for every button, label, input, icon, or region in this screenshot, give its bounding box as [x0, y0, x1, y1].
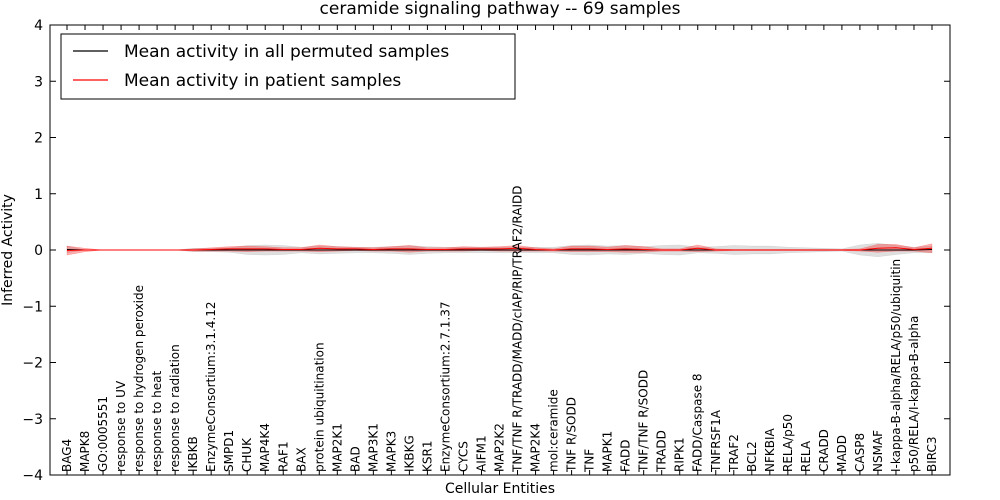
x-tick-label: MAPK8 [78, 431, 92, 472]
x-tick-label: CHUK [240, 437, 254, 472]
legend: Mean activity in all permuted samples Me… [60, 33, 516, 100]
x-tick-label: response to UV [114, 380, 128, 472]
x-tick-label: I-kappa-B-alpha/RELA/p50/ubiquitin [889, 259, 903, 472]
x-tick-label: TRADD [655, 430, 669, 473]
x-axis-label: Cellular Entities [445, 481, 555, 497]
chart-title: ceramide signaling pathway -- 69 samples [320, 0, 681, 19]
x-tick-label: RAF1 [276, 441, 290, 472]
series-line-patient [66, 247, 933, 252]
x-tick-label: response to heat [150, 370, 164, 472]
x-tick-label: MAP2K4 [529, 423, 543, 472]
x-tick-label: BAX [294, 447, 308, 472]
y-tick-label: 3 [34, 74, 43, 90]
x-tick-label: FADD/Caspase 8 [691, 373, 705, 472]
y-tick-label: −1 [22, 299, 43, 315]
x-tick-label: KSR1 [420, 441, 434, 472]
x-tick-label: NSMAF [871, 430, 885, 472]
x-axis: BAG4 MAPK8 GO:0005551 response to UV respons… [60, 25, 939, 475]
x-tick-label: BAD [348, 446, 362, 472]
legend-label-permuted: Mean activity in all permuted samples [124, 42, 449, 62]
x-tick-label: CRADD [817, 429, 831, 472]
x-tick-label: SMPD1 [222, 430, 236, 472]
lines-layer [66, 247, 933, 252]
x-tick-label: RELA/p50 [781, 414, 795, 472]
x-tick-label: p50/RELA/I-kappa-B-alpha [907, 316, 921, 472]
x-tick-label: RELA [799, 440, 813, 472]
x-tick-label: TNF R/SODD [565, 397, 579, 473]
x-tick-label: RIPK1 [673, 437, 687, 472]
x-tick-label: mol:ceramide [547, 389, 561, 472]
x-tick-label: MAP3K1 [366, 423, 380, 472]
x-tick-label: CYCS [456, 441, 470, 472]
x-tick-label: GO:0005551 [96, 396, 110, 472]
x-tick-label: BIRC3 [925, 436, 939, 472]
y-tick-label: 0 [34, 243, 43, 259]
x-tick-label: NFKBIA [763, 427, 777, 472]
x-tick-label: EnzymeConsortium:3.1.4.12 [204, 301, 218, 472]
x-tick-label: BAG4 [60, 439, 74, 472]
x-tick-label: MAP2K2 [493, 423, 507, 472]
x-tick-label: response to radiation [168, 344, 182, 472]
legend-label-patient: Mean activity in patient samples [124, 71, 401, 91]
y-tick-label: 2 [34, 131, 43, 147]
x-tick-label: BCL2 [745, 441, 759, 472]
x-tick-label: MAPK1 [601, 431, 615, 472]
x-tick-label: MAP4K4 [258, 423, 272, 472]
y-tick-label: −3 [22, 412, 43, 428]
y-tick-label: −2 [22, 356, 43, 372]
y-tick-label: −4 [22, 468, 43, 484]
x-tick-label: IKBKG [402, 435, 416, 472]
y-tick-label: 4 [34, 18, 43, 34]
y-axis-label: Inferred Activity [0, 194, 16, 306]
x-tick-label: TNF [583, 449, 597, 473]
x-tick-label: TNF/TNF R/TRADD/MADD/cIAP/RIP/TRAF2/RAID… [511, 186, 525, 474]
x-tick-label: TNF/TNF R/SODD [637, 370, 651, 473]
x-tick-label: IKBKB [186, 436, 200, 472]
x-tick-label: AIFM1 [474, 435, 488, 472]
legend-box [60, 33, 516, 100]
x-tick-label: MADD [835, 435, 849, 472]
x-tick-label: CASP8 [853, 433, 867, 472]
x-tick-label: response to hydrogen peroxide [132, 285, 146, 472]
x-tick-label: MAP2K1 [330, 423, 344, 472]
x-tick-label: TNFRSF1A [709, 409, 723, 473]
y-tick-label: 1 [34, 187, 43, 203]
y-axis: −4 −3 −2 −1 0 1 2 3 4 [22, 18, 950, 484]
band-patient [66, 243, 933, 256]
x-tick-label: MAPK3 [384, 431, 398, 472]
x-tick-label: FADD [619, 440, 633, 473]
x-tick-label: TRAF2 [727, 434, 741, 473]
x-tick-label: protein ubiquitination [312, 342, 326, 472]
x-tick-label: EnzymeConsortium:2.7.1.37 [438, 301, 452, 472]
